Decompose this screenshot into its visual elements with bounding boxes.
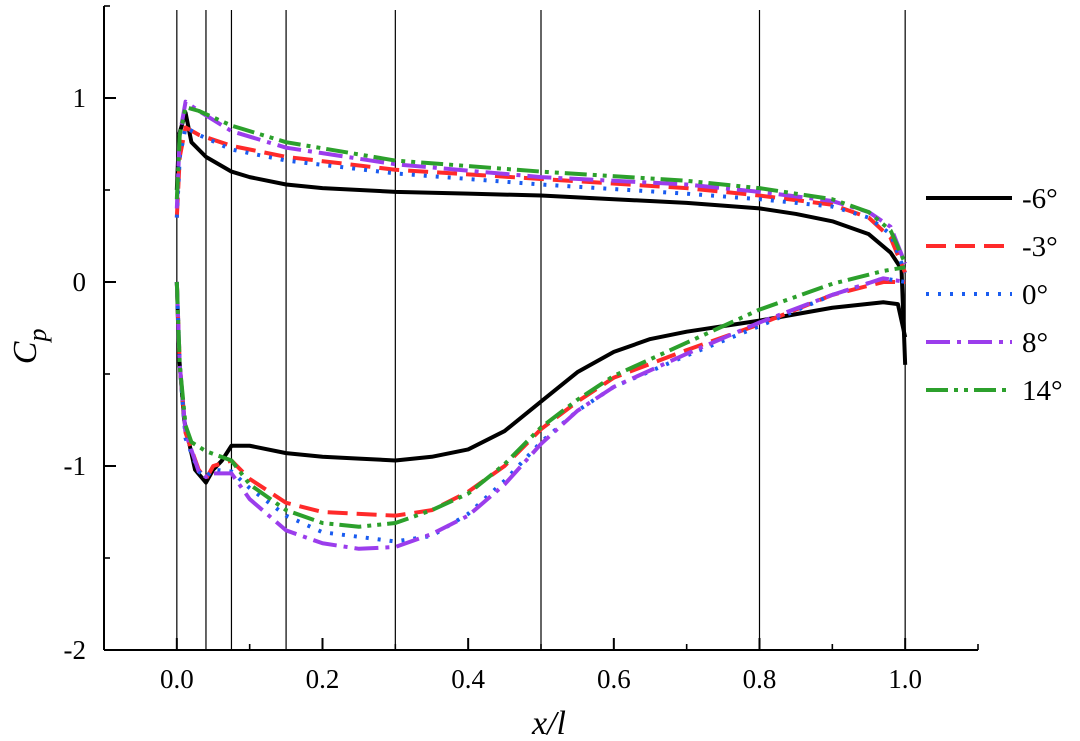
- legend-label-0: -6°: [1022, 183, 1058, 215]
- y-tick-label: 1: [73, 83, 87, 113]
- series-4-upper-surface: [174, 105, 908, 265]
- legend: -6° -3° 0° 8° 14°: [926, 183, 1063, 407]
- legend-label-1: -3°: [1022, 231, 1058, 263]
- legend-label-4: 14°: [1022, 375, 1063, 407]
- series-0-lower-surface: [174, 281, 908, 485]
- x-tick-label: 0.4: [451, 664, 485, 694]
- legend-label-3: 8°: [1022, 327, 1048, 359]
- series-3-lower-surface: [174, 276, 906, 551]
- x-axis-title: x/l: [531, 705, 566, 741]
- y-tick-label: 0: [73, 267, 87, 297]
- x-tick-label: 0.8: [743, 664, 777, 694]
- series-0: [174, 110, 908, 485]
- y-axis-title-subscript: p: [23, 329, 52, 344]
- x-tick-label: 1.0: [888, 664, 922, 694]
- series-1-upper-surface: [174, 125, 908, 274]
- y-tick-label: -2: [64, 635, 87, 665]
- y-axis-title: Cp: [7, 329, 52, 365]
- series-0-upper-surface: [174, 110, 908, 365]
- ticks: 0.0 0.2 0.4 0.6 0.8 1.0 1 0 -1 -2: [64, 5, 979, 694]
- x-tick-label: 0.2: [306, 664, 340, 694]
- legend-label-2: 0°: [1022, 279, 1048, 311]
- series-layer: [174, 99, 908, 551]
- y-tick-label: -1: [64, 451, 87, 481]
- series-4: [174, 105, 908, 529]
- y-axis-title-main: C: [7, 341, 44, 364]
- series-4-lower-surface: [174, 265, 906, 529]
- reference-lines: [176, 10, 906, 650]
- x-tick-label: 0.0: [160, 664, 194, 694]
- x-tick-label: 0.6: [597, 664, 631, 694]
